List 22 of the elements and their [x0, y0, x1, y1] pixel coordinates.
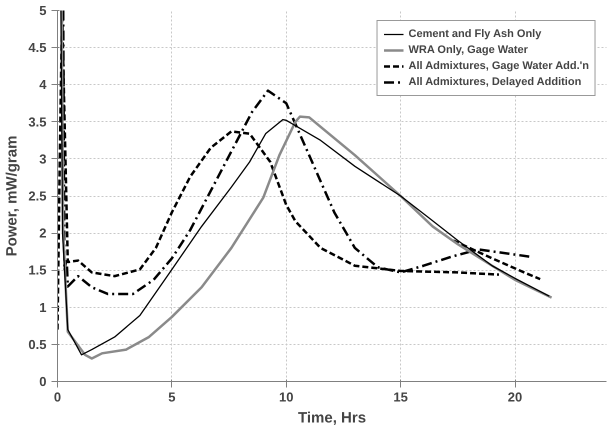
- x-tick-label: 5: [168, 390, 176, 404]
- legend-label: WRA Only, Gage Water: [408, 43, 528, 57]
- x-axis-title: Time, Hrs: [298, 410, 366, 426]
- y-tick-label: 2: [39, 226, 47, 241]
- x-tick-label: 10: [279, 390, 294, 404]
- y-tick-label: 3.5: [28, 114, 47, 130]
- x-tick-label: 15: [393, 390, 408, 404]
- x-tick-label: 0: [54, 390, 62, 404]
- y-tick-label: 2.5: [28, 188, 47, 204]
- legend-label: All Admixtures, Gage Water Add.'n: [408, 59, 589, 73]
- x-tick-label: 20: [508, 390, 522, 404]
- y-tick-label: 4.5: [28, 40, 47, 56]
- y-axis-title: Power, mW/gram: [3, 136, 20, 256]
- y-tick-label: 0.5: [28, 336, 47, 352]
- y-tick-label: 3: [39, 151, 47, 166]
- y-tick-label: 0: [39, 374, 47, 389]
- y-tick-label: 4: [39, 77, 48, 92]
- y-tick-label: 5: [39, 3, 47, 18]
- legend-label: All Admixtures, Delayed Addition: [408, 75, 582, 89]
- y-tick-label: 1.5: [28, 262, 47, 278]
- y-tick-label: 1: [39, 300, 47, 315]
- legend-label: Cement and Fly Ash Only: [408, 27, 542, 41]
